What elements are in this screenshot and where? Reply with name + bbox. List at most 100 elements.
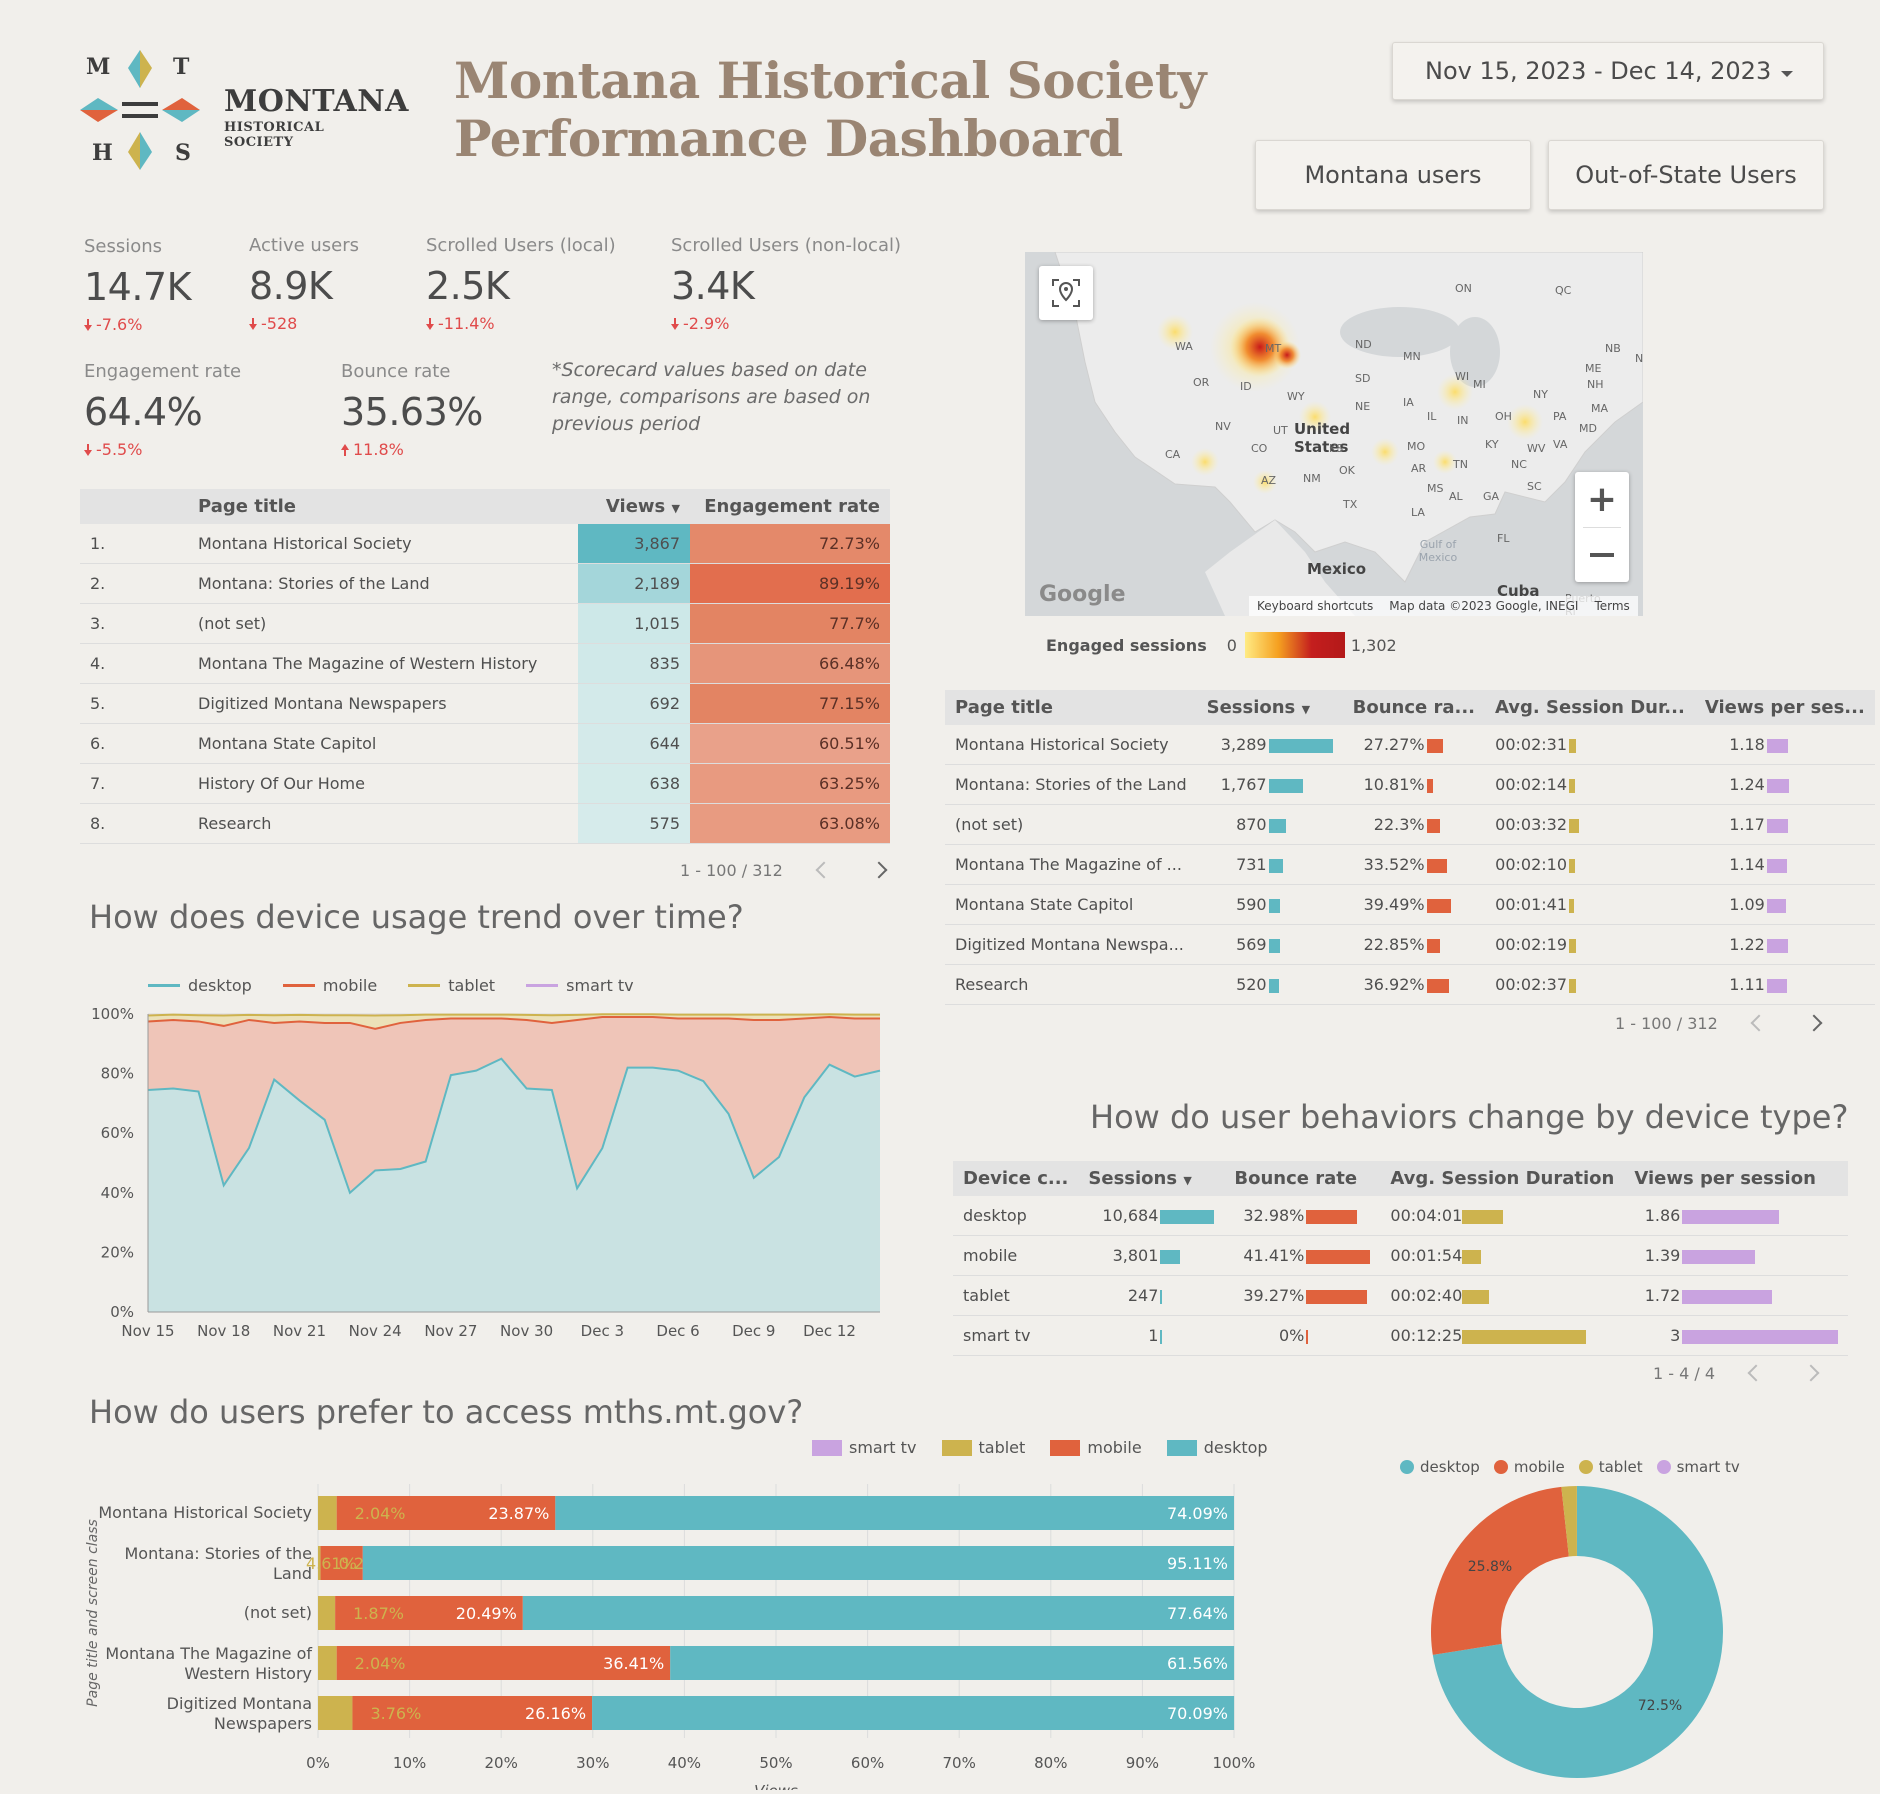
legend-tablet[interactable]: tablet (1578, 1458, 1643, 1476)
chevron-left-icon[interactable] (815, 861, 833, 879)
table-row[interactable]: 3. (not set) 1,015 77.7% (80, 603, 890, 644)
slice-tablet[interactable] (1561, 1486, 1577, 1557)
montana-users-button[interactable]: Montana users (1255, 140, 1531, 210)
scorecard-delta: -2.9% (671, 314, 901, 333)
chevron-left-icon[interactable] (1747, 1364, 1765, 1382)
cell-value: 1.24 (1729, 775, 1765, 794)
legend-desktop[interactable]: desktop (148, 976, 252, 995)
legend-desktop[interactable]: desktop (1400, 1458, 1480, 1476)
page-title-cell: Montana State Capitol (188, 723, 578, 764)
bar-tablet[interactable] (318, 1496, 337, 1530)
table-row[interactable]: Montana State Capitol 590 39.49% 00:01:41 1.… (945, 884, 1875, 925)
bar-tablet[interactable] (318, 1546, 321, 1580)
date-range-picker[interactable]: Nov 15, 2023 - Dec 14, 2023 (1392, 42, 1824, 100)
page-title-header[interactable]: Page title (945, 690, 1197, 725)
bar-mobile[interactable] (352, 1696, 593, 1730)
views-header-label: Views (605, 496, 666, 517)
bounce-rate-header[interactable]: Bounce rate (1224, 1161, 1381, 1196)
bar-mobile[interactable] (335, 1596, 523, 1630)
device-category-header[interactable]: Device c... (953, 1161, 1079, 1196)
bounce-rate-header[interactable]: Bounce ra... (1342, 690, 1486, 725)
bar-mobile[interactable] (320, 1546, 363, 1580)
avg-session-duration-header[interactable]: Avg. Session Duration (1380, 1161, 1625, 1196)
bar-desktop[interactable] (670, 1646, 1235, 1680)
legend-mobile[interactable]: mobile (1050, 1438, 1142, 1457)
sessions-header[interactable]: Sessions ▼ (1078, 1161, 1225, 1196)
engagement-rate-header[interactable]: Engagement rate (690, 489, 890, 524)
bar-label-tablet: 2.04% (355, 1654, 406, 1673)
table-row[interactable]: mobile 3,801 41.41% 00:01:54 1.39 (953, 1235, 1849, 1276)
bar-tablet[interactable] (318, 1646, 337, 1680)
cell-value: 00:12:25 (1390, 1326, 1463, 1345)
table-row[interactable]: 8. Research 575 63.08% (80, 803, 890, 844)
bar-desktop[interactable] (555, 1496, 1234, 1530)
legend-mobile[interactable]: mobile (282, 976, 377, 995)
bar-mobile[interactable] (336, 1496, 556, 1530)
x-tick-label: 30% (576, 1754, 609, 1772)
table-row[interactable]: (not set) 870 22.3% 00:03:32 1.17 (945, 804, 1875, 845)
cell-bar (1569, 978, 1577, 993)
legend-smart-tv[interactable]: smart tv (812, 1438, 916, 1457)
legend-tablet[interactable]: tablet (941, 1438, 1025, 1457)
chevron-left-icon[interactable] (1750, 1014, 1768, 1032)
table-row[interactable]: tablet 247 39.27% 00:02:40 1.72 (953, 1275, 1849, 1316)
table-row[interactable]: Montana Historical Society 3,289 27.27% 00:… (945, 725, 1875, 765)
table-row[interactable]: 1. Montana Historical Society 3,867 72.73% (80, 524, 890, 564)
page-title-header[interactable]: Page title (188, 489, 578, 524)
bar-label-tablet: 0.2 (339, 1554, 364, 1573)
cell-value: 1.11 (1729, 975, 1765, 994)
logo-letter-m: M (86, 54, 111, 80)
chevron-right-icon[interactable] (1805, 1014, 1823, 1032)
locate-button[interactable] (1039, 266, 1093, 320)
pager-label: 1 - 100 / 312 (1615, 1014, 1718, 1033)
scorecard-label: Active users (249, 235, 360, 256)
out-of-state-users-button[interactable]: Out-of-State Users (1548, 140, 1824, 210)
table-row[interactable]: desktop 10,684 32.98% 00:04:01 1.86 (953, 1196, 1849, 1236)
sessions-cell: 569 (1196, 924, 1343, 965)
table-row[interactable]: Montana: Stories of the Land 1,767 10.81% 0… (945, 764, 1875, 805)
bar-desktop[interactable] (592, 1696, 1235, 1730)
table-row[interactable]: Research 520 36.92% 00:02:37 1.11 (945, 964, 1875, 1005)
engagement-rate-cell: 66.48% (690, 643, 890, 684)
arrow-down-icon (249, 315, 257, 330)
terms-link[interactable]: Terms (1594, 599, 1630, 613)
views-per-session-header[interactable]: Views per session (1624, 1161, 1849, 1196)
sessions-header[interactable]: Sessions ▼ (1196, 690, 1343, 725)
bar-tablet[interactable] (318, 1596, 336, 1630)
cell-value: 00:01:41 (1495, 895, 1568, 914)
table-row[interactable]: 2. Montana: Stories of the Land 2,189 89.19… (80, 563, 890, 604)
chevron-right-icon[interactable] (870, 861, 888, 879)
bar-desktop[interactable] (522, 1596, 1234, 1630)
table-row[interactable]: 5. Digitized Montana Newspapers 692 77.15% (80, 683, 890, 724)
cell-value: 1.72 (1644, 1286, 1681, 1305)
bar-mobile[interactable] (336, 1646, 671, 1680)
bar-tablet[interactable] (318, 1696, 353, 1730)
scorecard-value: 64.4% (84, 390, 203, 434)
views-per-session-header[interactable]: Views per ses... (1694, 690, 1875, 725)
scorecard: Active users 8.9K -528 (249, 235, 359, 333)
table-row[interactable]: Digitized Montana Newspa... 569 22.85% 00:0… (945, 924, 1875, 965)
table-row[interactable]: 7. History Of Our Home 638 63.25% (80, 763, 890, 804)
scorecard-label: Scrolled Users (local) (426, 235, 616, 256)
legend-desktop[interactable]: desktop (1166, 1438, 1268, 1457)
legend-mobile[interactable]: mobile (1493, 1458, 1565, 1476)
slice-desktop[interactable] (1432, 1486, 1723, 1778)
table-row[interactable]: 6. Montana State Capitol 644 60.51% (80, 723, 890, 764)
slice-mobile[interactable] (1431, 1486, 1569, 1655)
table-row[interactable]: 4. Montana The Magazine of Western Histor… (80, 643, 890, 684)
legend-smart-tv[interactable]: smart tv (526, 976, 634, 995)
keyboard-shortcuts-link[interactable]: Keyboard shortcuts (1257, 599, 1374, 613)
table-row[interactable]: Montana The Magazine of ... 731 33.52% 00:0… (945, 844, 1875, 885)
legend-tablet[interactable]: tablet (408, 976, 495, 995)
pager-label: 1 - 4 / 4 (1653, 1364, 1716, 1383)
avg-session-duration-header[interactable]: Avg. Session Dur... (1485, 690, 1695, 725)
views-header[interactable]: Views ▼ (578, 489, 690, 524)
legend-label: mobile (1087, 1438, 1142, 1457)
chevron-right-icon[interactable] (1802, 1364, 1820, 1382)
legend-smart-tv[interactable]: smart tv (1656, 1458, 1740, 1476)
table-row[interactable]: smart tv 1 0% 00:12:25 3 (953, 1315, 1849, 1356)
zoom-out-icon[interactable] (1575, 528, 1629, 582)
bar-desktop[interactable] (362, 1546, 1235, 1580)
zoom-in-icon[interactable]: + (1586, 479, 1618, 520)
